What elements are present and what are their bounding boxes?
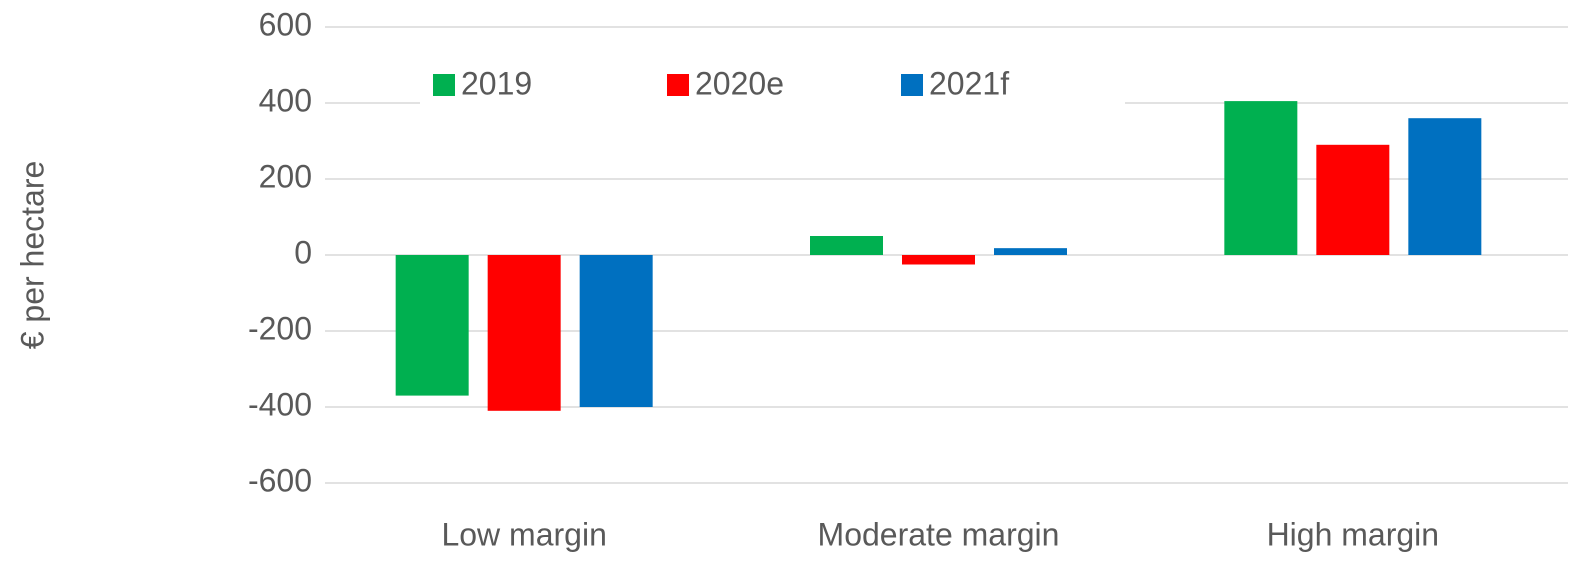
bar xyxy=(579,255,653,407)
legend-label: 2019 xyxy=(461,65,532,101)
bar xyxy=(994,248,1067,255)
legend-swatch xyxy=(433,74,455,96)
legend-label: 2020e xyxy=(695,65,784,101)
bar xyxy=(810,236,883,255)
bar xyxy=(395,255,469,396)
y-tick-label: 400 xyxy=(259,82,312,118)
y-tick-label: -400 xyxy=(248,386,312,422)
y-tick-label: 0 xyxy=(294,234,312,270)
y-tick-label: -600 xyxy=(248,462,312,498)
y-tick-label: 200 xyxy=(259,158,312,194)
bar xyxy=(1224,101,1298,255)
x-tick-label: Low margin xyxy=(441,516,606,552)
x-tick-label: Moderate margin xyxy=(818,516,1060,552)
y-axis-label: € per hectare xyxy=(14,161,50,350)
bar xyxy=(1408,118,1482,255)
bar xyxy=(1316,144,1390,255)
bar xyxy=(902,255,975,265)
bar xyxy=(487,255,561,411)
x-tick-label: High margin xyxy=(1267,516,1440,552)
legend-background xyxy=(420,57,1125,113)
y-tick-label: 600 xyxy=(259,6,312,42)
legend-label: 2021f xyxy=(929,65,1009,101)
legend-swatch xyxy=(901,74,923,96)
y-tick-label: -200 xyxy=(248,310,312,346)
legend-swatch xyxy=(667,74,689,96)
